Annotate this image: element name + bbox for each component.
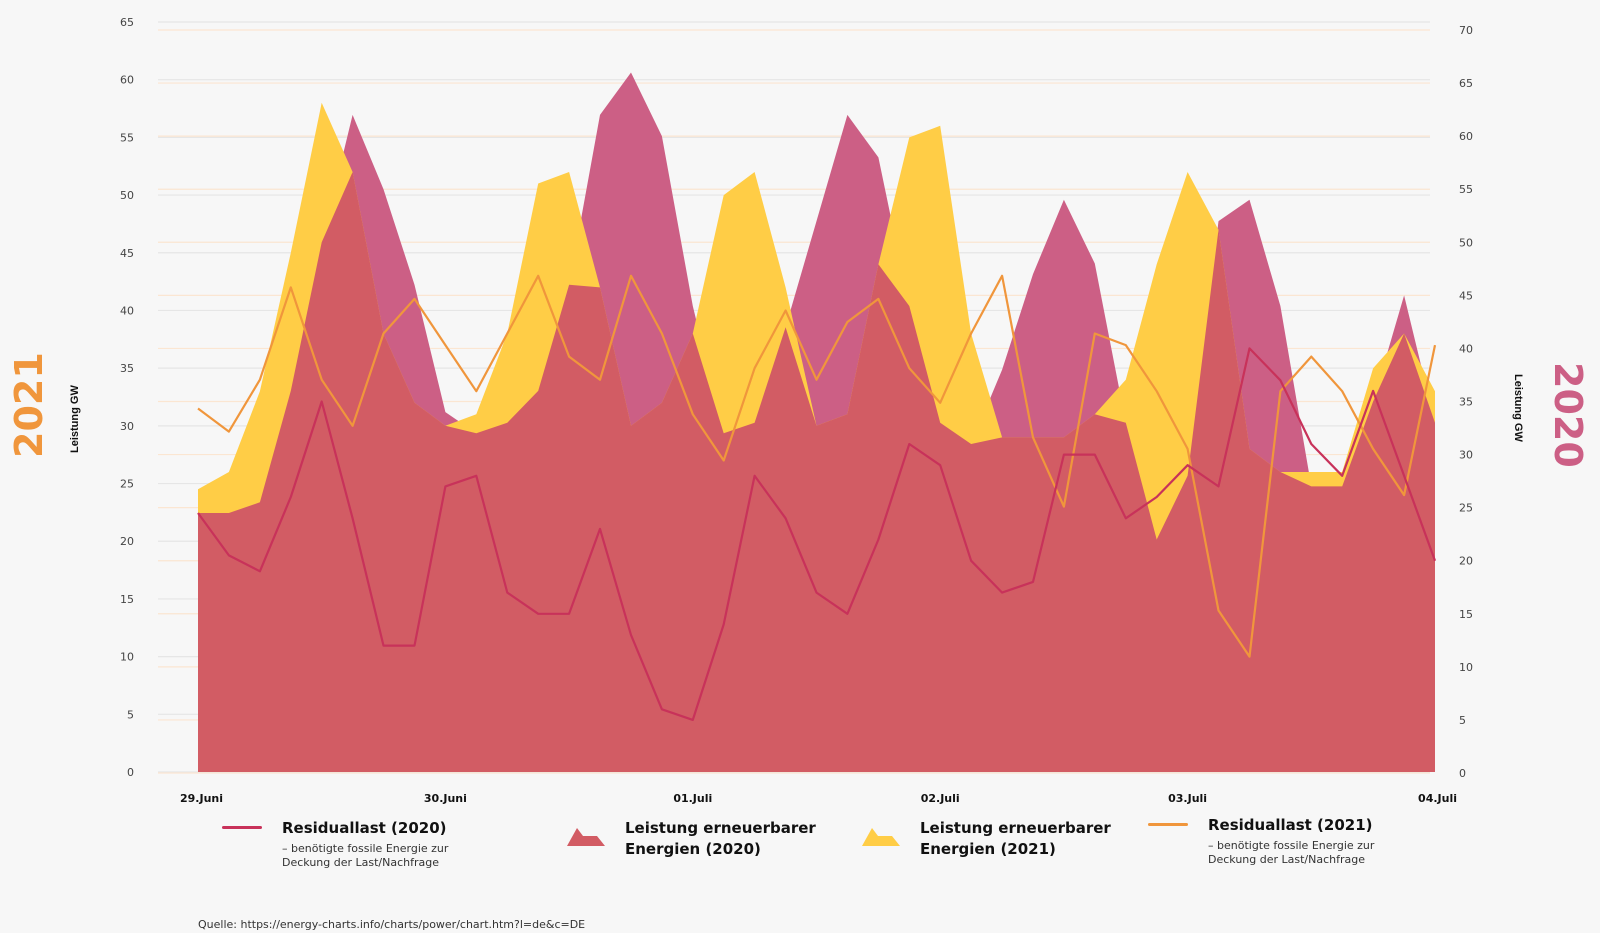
x-tick: 01.Juli (673, 792, 712, 805)
x-tick: 02.Juli (921, 792, 960, 805)
y-tick-right: 25 (1459, 502, 1473, 515)
y-tick-left: 60 (120, 74, 134, 87)
lines (197, 274, 1437, 721)
ticks-left: 0 5 10 15 20 25 30 35 40 45 50 55 60 65 (120, 16, 134, 779)
y-tick-right: 50 (1459, 236, 1473, 249)
legend-label-line2: Energien (2020) (625, 840, 761, 858)
y-tick-right: 35 (1459, 396, 1473, 409)
year-label-right: 2020 (1546, 362, 1590, 468)
y-tick-left: 0 (127, 766, 134, 779)
areas (198, 72, 1435, 773)
x-tick: 29.Juni (180, 792, 223, 805)
y-tick-right: 0 (1459, 767, 1466, 780)
year-label-left: 2021 (7, 352, 51, 458)
legend-sublabel-line2: Deckung der Last/Nachfrage (1208, 853, 1366, 866)
y-tick-left: 65 (120, 16, 134, 29)
y-tick-right: 45 (1459, 289, 1473, 302)
x-tick: 04.Juli (1418, 792, 1457, 805)
y-tick-left: 5 (127, 708, 134, 721)
y-tick-right: 55 (1459, 183, 1473, 196)
y-tick-right: 70 (1459, 24, 1473, 37)
y-tick-right: 5 (1459, 714, 1466, 727)
mountain-area-icon (567, 828, 605, 846)
y-tick-left: 25 (120, 478, 134, 491)
legend-item-residuallast-2021: Residuallast (2021) – benötigte fossile … (1148, 815, 1448, 885)
y-axis-left-title: Leistung GW (69, 385, 81, 453)
x-tick: 30.Juni (424, 792, 467, 805)
legend-item-renewables-2020: Leistung erneuerbarer Energien (2020) (567, 818, 847, 888)
y-tick-left: 30 (120, 420, 134, 433)
legend-label-line1: Leistung erneuerbarer (920, 819, 1111, 837)
y-axis-right-title: Leistung GW (1512, 374, 1524, 442)
legend-item-renewables-2021: Leistung erneuerbarer Energien (2021) (862, 818, 1142, 888)
y-tick-right: 10 (1459, 661, 1473, 674)
legend-line-swatch-2020 (222, 826, 262, 829)
legend-label: Residuallast (2021) (1208, 816, 1373, 834)
y-tick-right: 15 (1459, 608, 1473, 621)
mountain-area-icon (862, 828, 900, 846)
y-tick-right: 20 (1459, 555, 1473, 568)
source-note: Quelle: https://energy-charts.info/chart… (198, 918, 586, 931)
y-tick-left: 35 (120, 362, 134, 375)
y-tick-left: 50 (120, 189, 134, 202)
y-tick-right: 60 (1459, 130, 1473, 143)
legend-sublabel-line2: Deckung der Last/Nachfrage (282, 856, 440, 869)
legend-label-line2: Energien (2021) (920, 840, 1056, 858)
x-tick: 03.Juli (1168, 792, 1207, 805)
y-tick-left: 45 (120, 247, 134, 260)
y-tick-left: 40 (120, 304, 134, 317)
y-tick-left: 10 (120, 651, 134, 664)
y-tick-left: 55 (120, 131, 134, 144)
area-renewables-overlap (198, 172, 1435, 772)
legend-item-residuallast-2020: Residuallast (2020) – benötigte fossile … (222, 818, 522, 888)
legend-label-line1: Leistung erneuerbarer (625, 819, 816, 837)
y-tick-right: 30 (1459, 449, 1473, 462)
y-tick-left: 20 (120, 535, 134, 548)
y-tick-left: 15 (120, 593, 134, 606)
ticks-x: 29.Juni 30.Juni 01.Juli 02.Juli 03.Juli 04.Ju… (180, 792, 1457, 805)
y-tick-right: 40 (1459, 342, 1473, 355)
legend-sublabel-line1: – benötigte fossile Energie zur (282, 842, 449, 855)
legend-line-swatch-2021 (1148, 823, 1188, 826)
legend-label: Residuallast (2020) (282, 819, 447, 837)
y-tick-right: 65 (1459, 77, 1473, 90)
ticks-right: 0 5 10 15 20 25 30 35 40 45 50 55 60 65 70 (1459, 24, 1473, 780)
legend-sublabel-line1: – benötigte fossile Energie zur (1208, 839, 1375, 852)
